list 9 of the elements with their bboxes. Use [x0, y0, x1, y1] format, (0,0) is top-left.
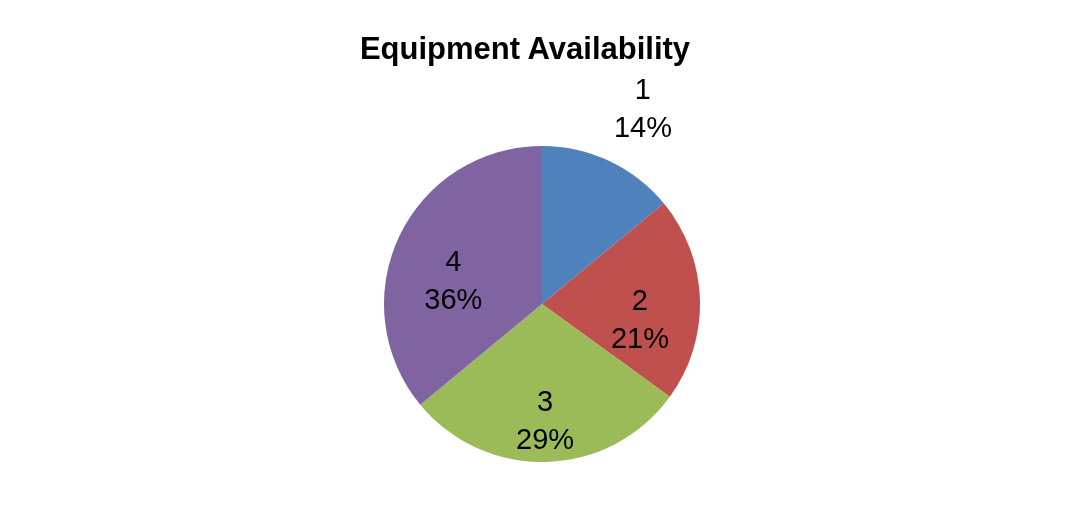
data-label: 36% — [424, 283, 483, 316]
data-label: 14% — [613, 110, 672, 143]
slice-label: 3 — [537, 384, 554, 417]
slice-label: 4 — [445, 245, 462, 278]
data-label: 21% — [610, 321, 669, 354]
chart-title: Equipment Availability — [359, 30, 691, 66]
slice-label: 1 — [634, 72, 651, 105]
slice-label: 2 — [631, 283, 648, 316]
data-label: 29% — [516, 422, 575, 455]
